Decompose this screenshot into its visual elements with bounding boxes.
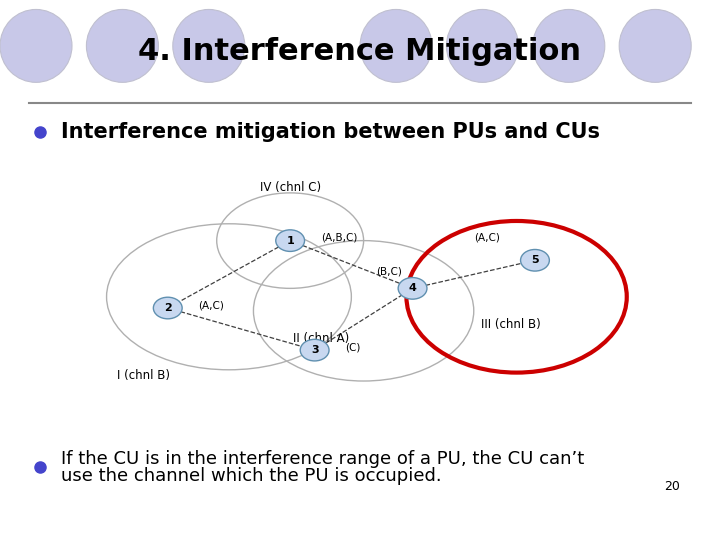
Text: 5: 5 xyxy=(531,255,539,265)
Circle shape xyxy=(276,230,305,252)
Circle shape xyxy=(153,297,182,319)
Text: (B,C): (B,C) xyxy=(376,267,402,276)
Text: 2: 2 xyxy=(164,303,171,313)
Text: 3: 3 xyxy=(311,345,318,355)
Ellipse shape xyxy=(173,9,245,82)
Text: (A,B,C): (A,B,C) xyxy=(321,233,357,243)
Circle shape xyxy=(521,249,549,271)
Text: 4: 4 xyxy=(409,284,416,293)
Text: III (chnl B): III (chnl B) xyxy=(481,319,540,332)
Ellipse shape xyxy=(446,9,518,82)
Circle shape xyxy=(300,339,329,361)
Ellipse shape xyxy=(360,9,432,82)
Text: 4. Interference Mitigation: 4. Interference Mitigation xyxy=(138,37,582,66)
Text: (A,C): (A,C) xyxy=(198,300,224,310)
Text: (A,C): (A,C) xyxy=(474,233,500,243)
Text: II (chnl A): II (chnl A) xyxy=(292,333,349,346)
Text: Interference mitigation between PUs and CUs: Interference mitigation between PUs and … xyxy=(61,122,600,143)
Ellipse shape xyxy=(86,9,158,82)
Text: use the channel which the PU is occupied.: use the channel which the PU is occupied… xyxy=(61,467,442,485)
Text: (C): (C) xyxy=(346,342,361,352)
Circle shape xyxy=(398,278,427,299)
Ellipse shape xyxy=(619,9,691,82)
Text: If the CU is in the interference range of a PU, the CU can’t: If the CU is in the interference range o… xyxy=(61,450,585,468)
Text: 1: 1 xyxy=(287,235,294,246)
Text: IV (chnl C): IV (chnl C) xyxy=(260,181,320,194)
Ellipse shape xyxy=(533,9,605,82)
Ellipse shape xyxy=(0,9,72,82)
Text: 20: 20 xyxy=(665,480,680,492)
Text: I (chnl B): I (chnl B) xyxy=(117,369,170,382)
